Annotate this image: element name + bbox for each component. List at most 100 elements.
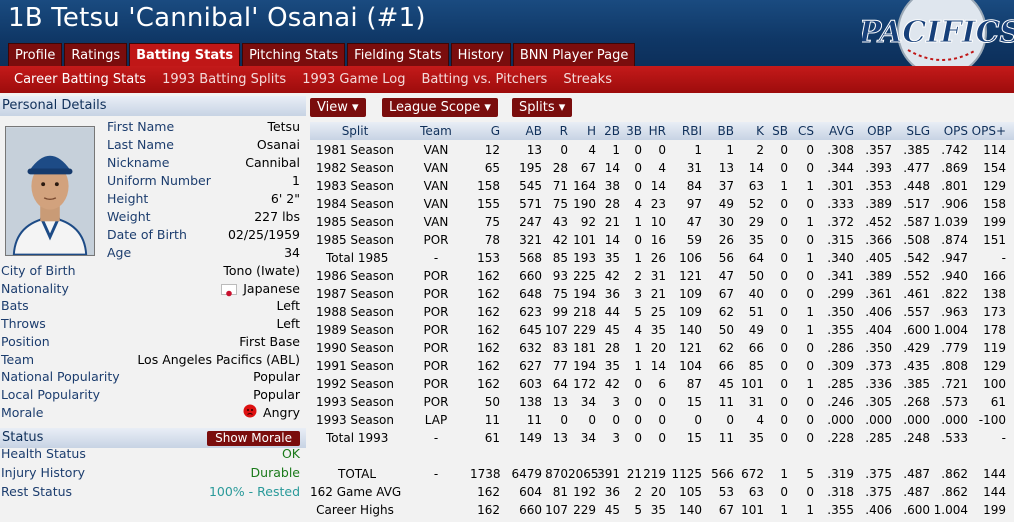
- column-header-bb[interactable]: BB: [717, 124, 734, 138]
- cell: 219: [643, 467, 666, 481]
- column-header-obp[interactable]: OBP: [867, 124, 892, 138]
- cell: .309: [827, 359, 854, 373]
- cell: .350: [865, 341, 892, 355]
- column-header-avg[interactable]: AVG: [829, 124, 854, 138]
- table-row: 1987 Season POR 162 648 75 194 36 3 21 109 67 40 0 0.…: [310, 285, 1014, 303]
- cell: .869: [941, 161, 968, 175]
- tab-fielding-stats[interactable]: Fielding Stats: [347, 43, 449, 66]
- subtab-career-batting-stats[interactable]: Career Batting Stats: [14, 72, 147, 87]
- column-header-team[interactable]: Team: [420, 124, 452, 138]
- cell: 1.039: [933, 215, 968, 229]
- cell: 140: [679, 503, 702, 517]
- field-label: Weight: [107, 209, 151, 224]
- field-label: National Popularity: [1, 369, 120, 385]
- cell: 49: [748, 323, 764, 337]
- cell: 1987 Season: [316, 287, 394, 301]
- cell: 121: [679, 269, 702, 283]
- cell: 11: [718, 395, 734, 409]
- cell: 0: [806, 269, 814, 283]
- cell: .600: [903, 503, 930, 517]
- cell: VAN: [423, 143, 449, 157]
- show-morale-button[interactable]: Show Morale: [207, 431, 300, 446]
- column-header-split[interactable]: Split: [341, 124, 369, 138]
- cell: 1986 Season: [316, 269, 394, 283]
- cell: 11: [718, 431, 734, 445]
- tab-history[interactable]: History: [450, 43, 511, 66]
- cell: .906: [941, 197, 968, 211]
- cell: 0: [780, 485, 788, 499]
- cell: 0: [806, 161, 814, 175]
- league-scope-dropdown[interactable]: League Scope ▾: [382, 98, 498, 117]
- totals-row: Career Highs 162 660 107 229 45 5 35 140 67 101 1 1.…: [310, 501, 1014, 519]
- cell: 5: [806, 467, 814, 481]
- column-header-rbi[interactable]: RBI: [681, 124, 702, 138]
- cell: 0: [658, 413, 666, 427]
- column-header-ops-plus[interactable]: OPS+: [971, 124, 1006, 138]
- column-header-2b[interactable]: 2B: [604, 124, 620, 138]
- subtab-1993-game-log[interactable]: 1993 Game Log: [302, 72, 406, 87]
- cell: .000: [865, 413, 892, 427]
- tab-pitching-stats[interactable]: Pitching Stats: [242, 43, 346, 66]
- cell: .228: [827, 431, 854, 445]
- cell: .389: [865, 269, 892, 283]
- table-row: 1992 Season POR 162 603 64 172 42 0 6 87 45 101 0 1.2…: [310, 375, 1014, 393]
- cell: 129: [983, 359, 1006, 373]
- table-row: 1991 Season POR 162 627 77 194 35 1 14 104 66 85 0 0.…: [310, 357, 1014, 375]
- status-value: 100% - Rested: [208, 484, 300, 499]
- cell: 162: [477, 305, 500, 319]
- subtab-streaks[interactable]: Streaks: [563, 72, 612, 87]
- cell: .355: [827, 503, 854, 517]
- cell: 1983 Season: [316, 179, 394, 193]
- column-header-h[interactable]: H: [586, 124, 596, 138]
- cell: 75: [552, 197, 568, 211]
- cell: .299: [827, 287, 854, 301]
- field-value: Tetsu: [267, 119, 300, 134]
- cell: 0: [634, 233, 642, 247]
- cell: 44: [604, 305, 620, 319]
- cell: 162 Game AVG: [310, 485, 402, 499]
- cell: .285: [827, 377, 854, 391]
- cell: 31: [650, 269, 666, 283]
- subtab-batting-vs-pitchers[interactable]: Batting vs. Pitchers: [421, 72, 548, 87]
- column-header-k[interactable]: K: [756, 124, 764, 138]
- subtab-1993-batting-splits[interactable]: 1993 Batting Splits: [162, 72, 287, 87]
- cell: .940: [941, 269, 968, 283]
- cell: 162: [477, 485, 500, 499]
- splits-dropdown[interactable]: Splits ▾: [512, 98, 573, 117]
- column-header-r[interactable]: R: [559, 124, 568, 138]
- cell: .404: [865, 323, 892, 337]
- column-header-3b[interactable]: 3B: [626, 124, 642, 138]
- field-value: 6' 2": [270, 191, 300, 206]
- column-header-sb[interactable]: SB: [772, 124, 788, 138]
- cell: 67: [718, 503, 734, 517]
- cell: 35: [650, 503, 666, 517]
- tab-batting-stats[interactable]: Batting Stats: [129, 43, 241, 66]
- cell: 13: [718, 161, 734, 175]
- tab-profile[interactable]: Profile: [8, 43, 63, 66]
- column-header-slg[interactable]: SLG: [906, 124, 930, 138]
- cell: 1985 Season: [316, 233, 394, 247]
- field-value: Left: [276, 298, 300, 314]
- cell: 64: [552, 377, 568, 391]
- cell: VAN: [423, 215, 449, 229]
- cell: 1981 Season: [316, 143, 394, 157]
- cell: 225: [573, 269, 596, 283]
- cell: 229: [573, 503, 596, 517]
- cell: 162: [477, 359, 500, 373]
- cell: 3: [612, 431, 620, 445]
- cell: 1988 Season: [316, 305, 394, 319]
- view-dropdown[interactable]: View ▾: [310, 98, 366, 117]
- tab-bnn-player-page[interactable]: BNN Player Page: [512, 43, 636, 66]
- column-header-hr[interactable]: HR: [648, 124, 666, 138]
- column-header-cs[interactable]: CS: [798, 124, 814, 138]
- field-value: Los Angeles Pacifics (ABL): [137, 351, 300, 367]
- tab-ratings[interactable]: Ratings: [64, 43, 128, 66]
- column-header-ops[interactable]: OPS: [943, 124, 968, 138]
- column-header-g[interactable]: G: [490, 124, 500, 138]
- cell: 25: [650, 305, 666, 319]
- cell: 35: [604, 251, 620, 265]
- cell: 87: [686, 377, 702, 391]
- cell: 1982 Season: [316, 161, 394, 175]
- column-header-ab[interactable]: AB: [525, 124, 542, 138]
- cell: 195: [519, 161, 542, 175]
